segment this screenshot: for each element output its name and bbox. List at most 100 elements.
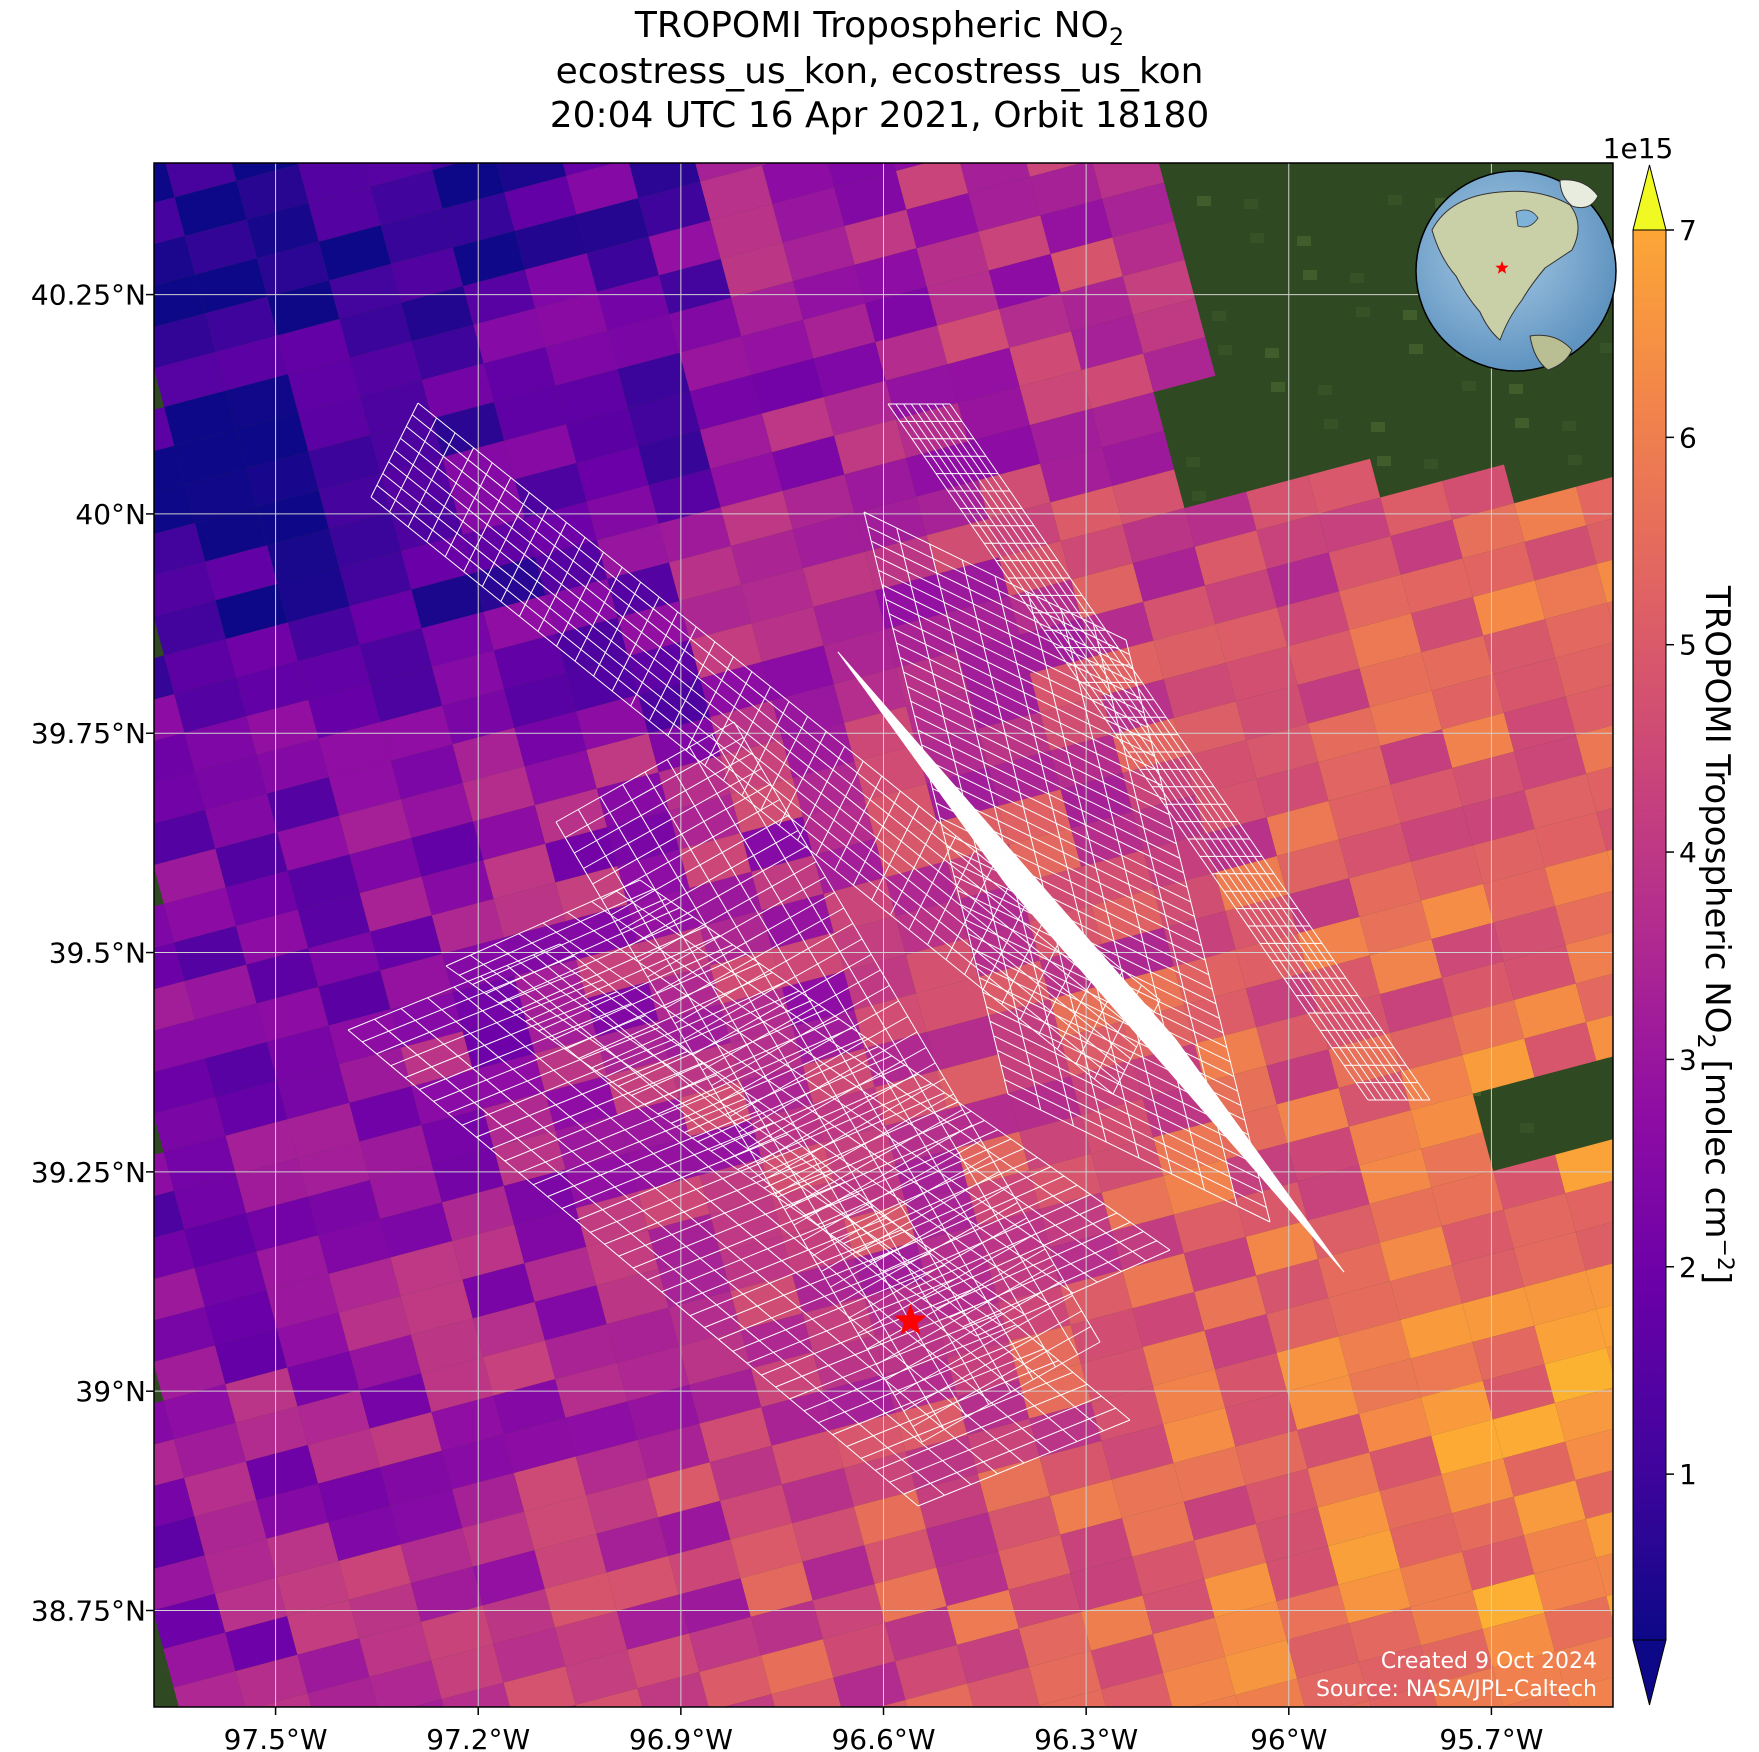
no2-pixel bbox=[339, 550, 412, 607]
no2-pixel bbox=[1380, 729, 1453, 785]
no2-pixel bbox=[1647, 1734, 1719, 1752]
globe-hudson-bay bbox=[1515, 209, 1539, 228]
no2-pixel bbox=[535, 291, 608, 347]
credit-created: Created 9 Oct 2024 bbox=[1381, 1649, 1597, 1674]
no2-pixel bbox=[483, 595, 556, 651]
no2-pixel bbox=[812, 1583, 885, 1640]
no2-pixel bbox=[154, 771, 206, 824]
no2-pixel bbox=[256, 986, 329, 1042]
no2-pixel bbox=[1190, 1694, 1239, 1707]
no2-pixel bbox=[163, 1135, 236, 1191]
no2-pixel bbox=[689, 374, 762, 431]
no2-pixel bbox=[308, 434, 381, 491]
no2-pixel bbox=[184, 1213, 257, 1269]
no2-pixel bbox=[915, 1473, 988, 1529]
no2-pixel bbox=[1235, 1678, 1305, 1707]
no2-pixel bbox=[772, 684, 845, 740]
no2-pixel bbox=[1173, 1446, 1246, 1502]
no2-pixel bbox=[1523, 1518, 1597, 1575]
no2-pixel bbox=[741, 816, 814, 872]
no2-pixel bbox=[1596, 559, 1613, 603]
no2-pixel bbox=[297, 1389, 370, 1445]
no2-pixel bbox=[174, 677, 247, 733]
no2-pixel bbox=[689, 1616, 762, 1672]
no2-pixel bbox=[225, 622, 298, 678]
no2-pixel bbox=[916, 1225, 989, 1281]
no2-pixel bbox=[1575, 1470, 1613, 1519]
no2-pixel bbox=[483, 346, 556, 403]
no2-pixel bbox=[318, 1218, 391, 1274]
no2-pixel bbox=[1060, 1269, 1133, 1325]
no2-pixel bbox=[154, 810, 216, 866]
no2-pixel bbox=[854, 745, 927, 801]
no2-pixel bbox=[977, 1457, 1050, 1513]
no2-pixel bbox=[1132, 1540, 1205, 1596]
no2-pixel bbox=[364, 163, 433, 187]
no2-pixel bbox=[154, 1152, 174, 1197]
no2-pixel bbox=[482, 1588, 556, 1645]
no2-pixel bbox=[750, 1600, 824, 1656]
no2-pixel bbox=[792, 1506, 865, 1562]
no2-pixel bbox=[1596, 1304, 1613, 1348]
no2-pixel bbox=[710, 203, 783, 259]
footprint-grid bbox=[555, 721, 1101, 1443]
no2-pixel bbox=[215, 1329, 288, 1385]
no2-pixel bbox=[916, 480, 989, 536]
no2-pixel bbox=[1338, 1319, 1411, 1376]
no2-pixel bbox=[895, 1396, 968, 1452]
no2-pixel bbox=[638, 430, 711, 486]
no2-pixel bbox=[194, 1500, 267, 1556]
no2-pixel bbox=[1224, 1639, 1298, 1695]
field-patch bbox=[1250, 233, 1264, 243]
no2-pixel bbox=[1576, 476, 1613, 526]
no2-pixel bbox=[390, 247, 464, 303]
no2-pixel bbox=[1493, 1402, 1566, 1459]
no2-pixel bbox=[802, 1545, 875, 1601]
no2-pixel bbox=[606, 1307, 679, 1363]
no2-pixel bbox=[771, 1429, 844, 1485]
no2-pixel bbox=[534, 1285, 607, 1341]
no2-pixel bbox=[287, 1599, 360, 1655]
no2-pixel bbox=[905, 1435, 978, 1491]
no2-pixel bbox=[421, 1605, 494, 1661]
no2-pixel bbox=[854, 248, 927, 304]
no2-pixel bbox=[266, 1273, 339, 1330]
no2-pixel bbox=[999, 292, 1072, 348]
no2-pixel bbox=[1596, 1553, 1613, 1597]
no2-pixel bbox=[504, 424, 577, 480]
no2-pixel bbox=[1214, 1352, 1287, 1408]
no2-pixel bbox=[359, 876, 432, 932]
no2-pixel bbox=[679, 336, 752, 392]
no2-pixel bbox=[720, 490, 793, 547]
no2-pixel bbox=[761, 397, 835, 453]
no2-pixel bbox=[597, 275, 670, 331]
no2-pixel bbox=[544, 1572, 617, 1628]
no2-pixel bbox=[154, 1516, 205, 1569]
no2-pixel bbox=[906, 193, 979, 249]
colorbar-tick-label: 1 bbox=[1679, 1458, 1697, 1491]
no2-pixel bbox=[1637, 1696, 1709, 1751]
no2-pixel bbox=[410, 1318, 484, 1374]
no2-pixel bbox=[720, 1484, 793, 1540]
no2-pixel bbox=[1026, 163, 1082, 177]
no2-pixel bbox=[988, 750, 1061, 806]
no2-pixel bbox=[194, 1003, 267, 1059]
globe-south-america-land bbox=[1529, 334, 1573, 371]
field-patch bbox=[1600, 343, 1613, 353]
no2-pixel bbox=[154, 104, 226, 159]
no2-pixel bbox=[1245, 1220, 1318, 1276]
no2-pixel bbox=[318, 722, 391, 778]
no2-pixel bbox=[256, 1235, 329, 1291]
no2-pixel bbox=[668, 1539, 741, 1595]
no2-pixel bbox=[1513, 1480, 1586, 1536]
no2-pixel bbox=[1091, 1137, 1164, 1193]
no2-pixel bbox=[1184, 491, 1257, 547]
no2-pixel bbox=[349, 1086, 422, 1142]
no2-pixel bbox=[1276, 839, 1350, 895]
no2-pixel bbox=[834, 170, 907, 227]
no2-pixel bbox=[946, 1589, 1019, 1645]
no2-pixel bbox=[266, 1522, 339, 1578]
no2-pixel bbox=[1451, 1248, 1525, 1304]
no2-pixel bbox=[827, 163, 897, 188]
no2-pixel bbox=[338, 1047, 412, 1103]
